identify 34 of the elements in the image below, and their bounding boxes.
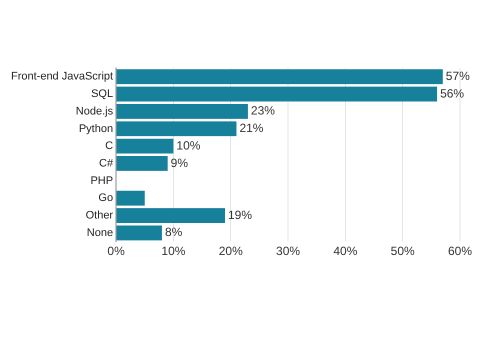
- data-label: 57%: [446, 68, 470, 83]
- x-tick-label: 10%: [161, 244, 186, 258]
- data-label: 19%: [228, 208, 252, 222]
- y-tick-label: PHP: [90, 174, 114, 187]
- data-label: 10%: [176, 138, 201, 152]
- bar: [116, 190, 145, 206]
- bar: [116, 121, 236, 136]
- data-label: 56%: [440, 86, 464, 100]
- x-tick-label: 20%: [218, 244, 244, 258]
- x-tick-label: 50%: [390, 244, 416, 258]
- x-tick-label: 60%: [448, 244, 472, 258]
- data-label: 9%: [170, 156, 188, 170]
- data-label: 23%: [250, 104, 276, 118]
- x-tick-label: 40%: [333, 244, 358, 258]
- y-tick-label: Python: [78, 122, 114, 135]
- data-label: 8%: [164, 225, 183, 240]
- y-tick-label: SQL: [91, 88, 114, 100]
- bar: [116, 208, 225, 223]
- data-label: 21%: [239, 121, 264, 136]
- bar: [116, 226, 162, 240]
- y-tick-label: Other: [86, 210, 114, 222]
- y-tick-label: Node.js: [76, 105, 114, 118]
- y-tick-label: C#: [99, 158, 114, 170]
- y-tick-label: Go: [98, 192, 114, 204]
- y-tick-label: C: [105, 140, 114, 152]
- y-tick-label: None: [86, 226, 114, 239]
- bar: [116, 104, 248, 119]
- x-tick-label: 0%: [107, 244, 126, 258]
- x-tick-label: 30%: [276, 244, 300, 258]
- y-tick-label: Front-end JavaScript: [10, 70, 114, 83]
- bar: [116, 69, 443, 84]
- bar: [116, 156, 168, 171]
- bar: [116, 86, 438, 102]
- bar: [116, 138, 174, 154]
